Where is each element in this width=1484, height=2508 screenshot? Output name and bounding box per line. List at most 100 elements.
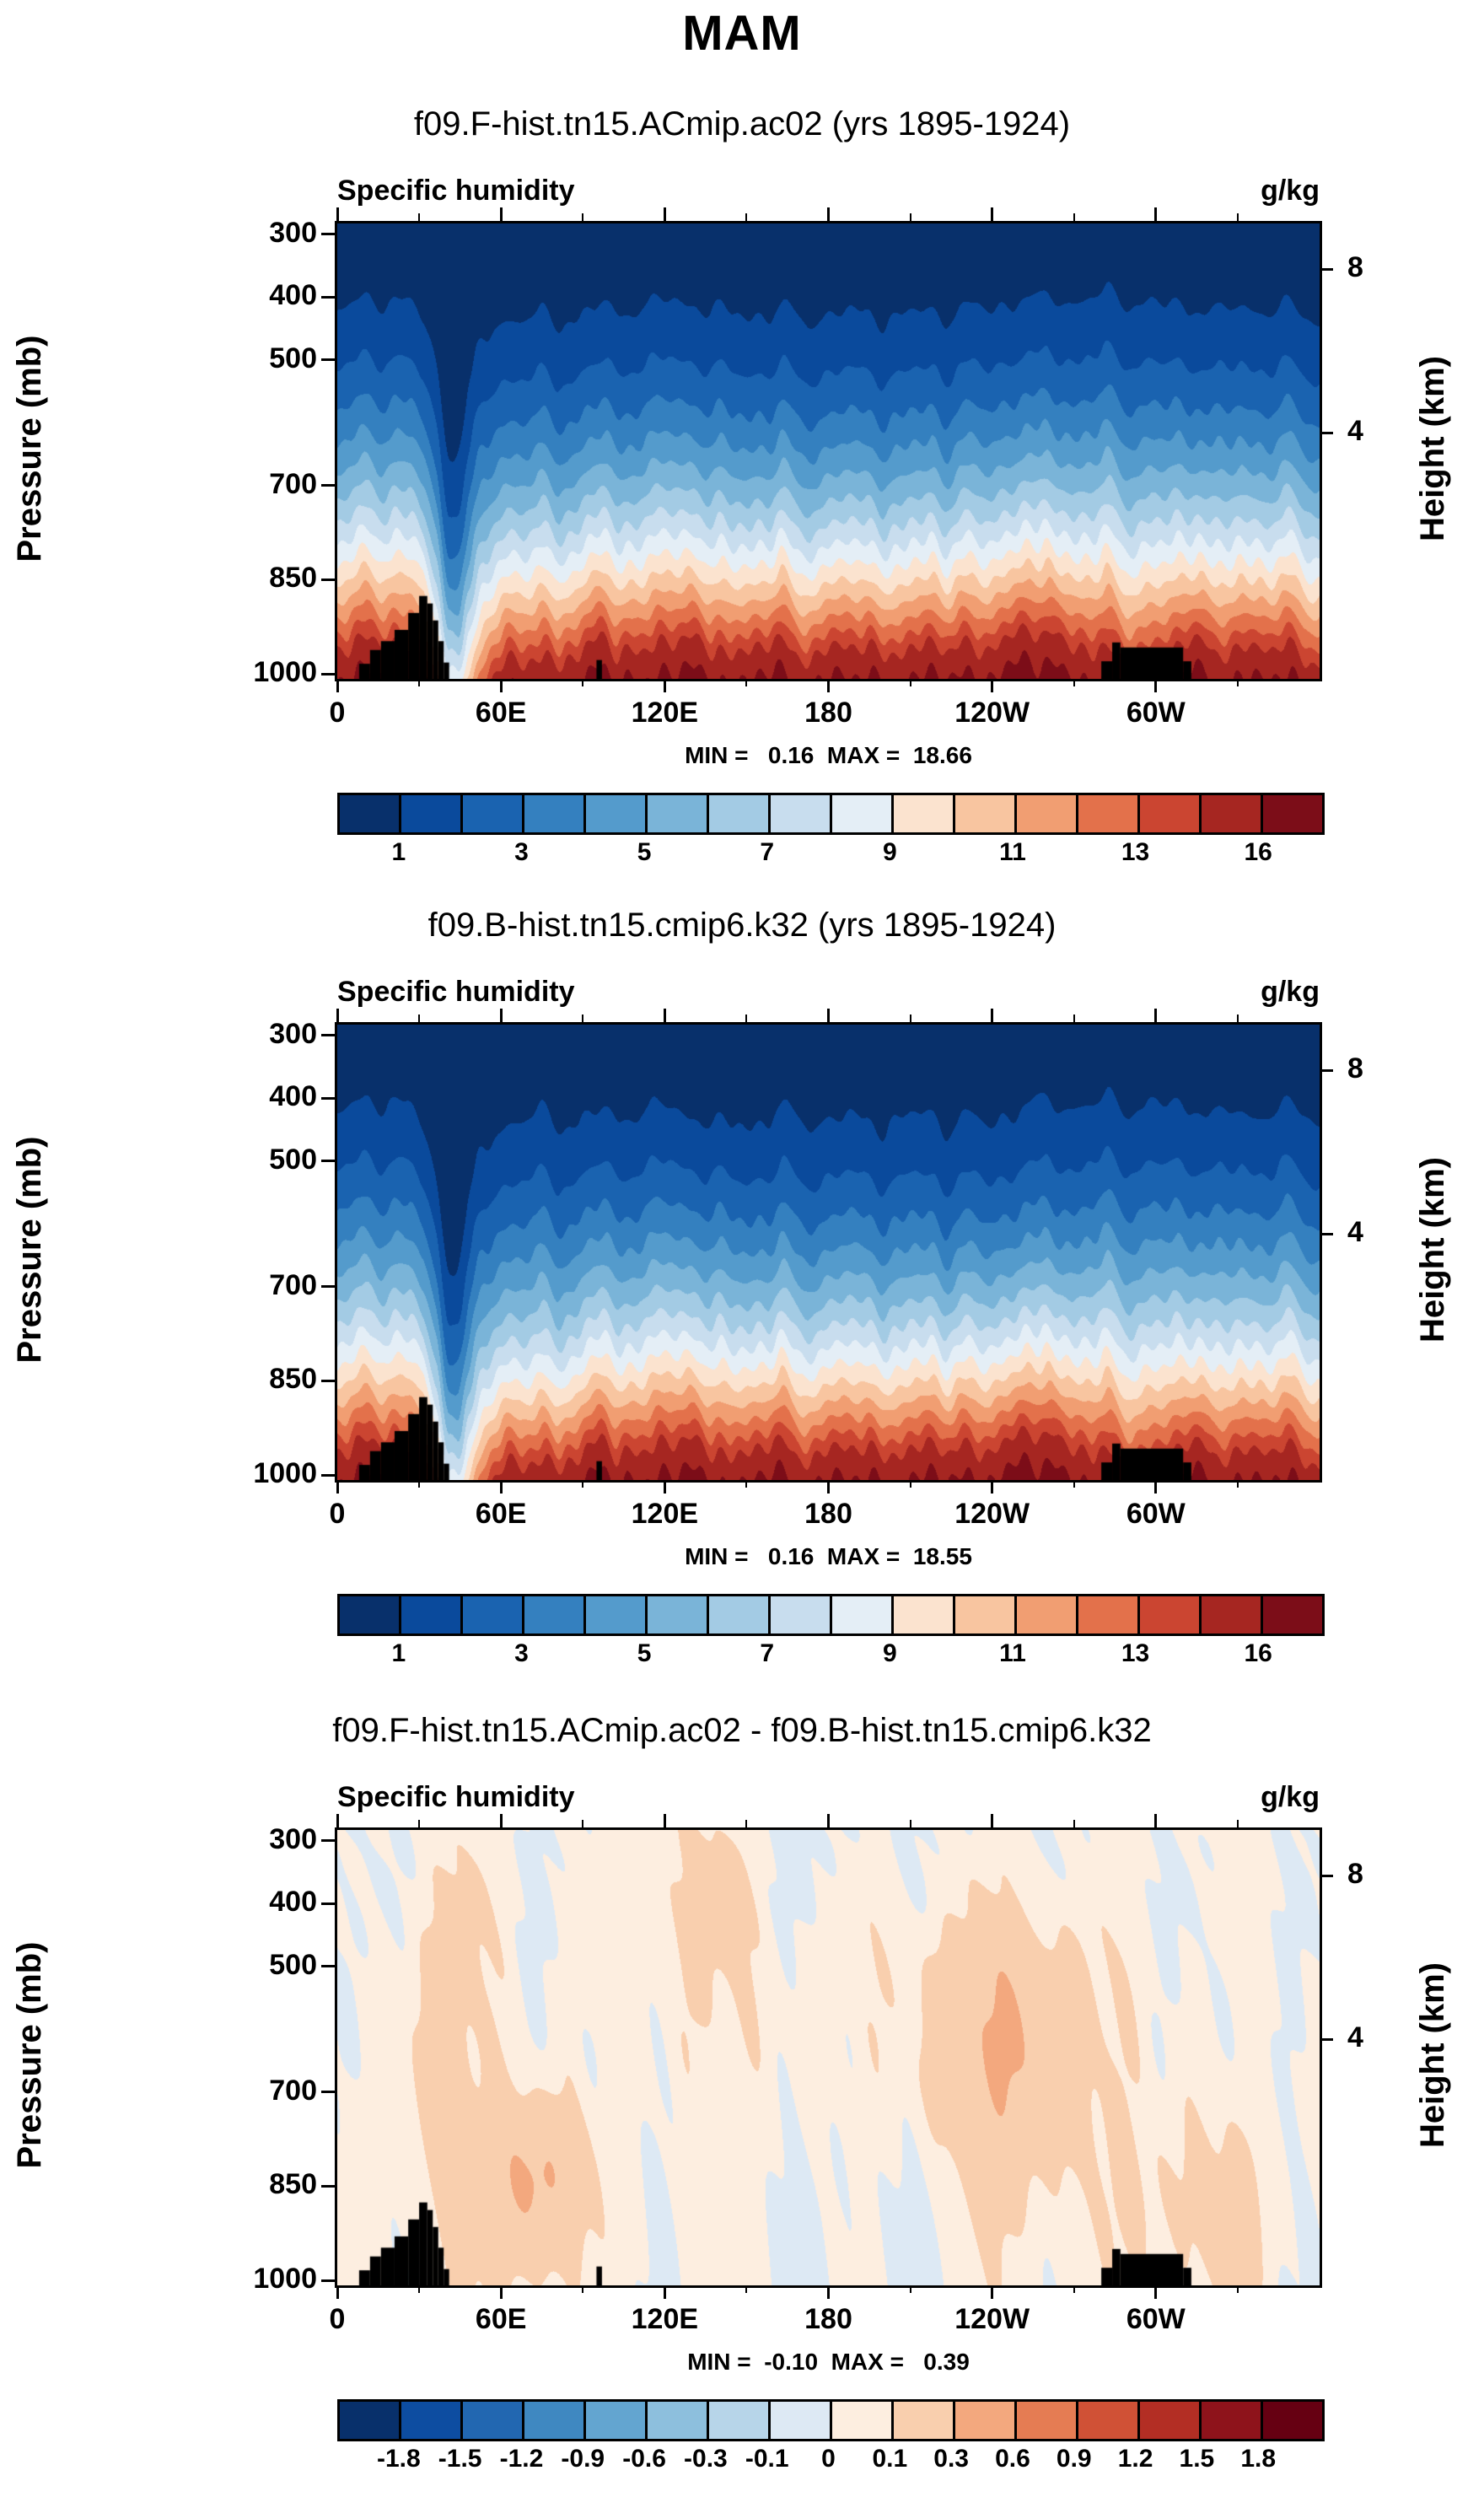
plot-area <box>335 1022 1322 1483</box>
x-tick-minor <box>909 213 911 221</box>
x-tick-label: 120W <box>954 2303 1030 2335</box>
pressure-tick-label: 500 <box>269 1948 317 1981</box>
units-label: g/kg <box>1261 175 1320 207</box>
colorbar-tick-label: 0.3 <box>933 2445 969 2473</box>
pressure-tick <box>321 2091 335 2094</box>
x-tick-major <box>1154 207 1158 221</box>
x-tick-major <box>499 1009 503 1022</box>
x-tick-label: 60W <box>1126 2303 1186 2335</box>
colorbar-tick-label: 11 <box>999 838 1026 866</box>
figure-title: MAM <box>682 6 802 61</box>
x-tick-label: 60E <box>475 1498 527 1530</box>
x-tick-minor <box>1073 213 1075 221</box>
x-tick-minor <box>418 1820 421 1827</box>
height-tick <box>1320 2037 1333 2041</box>
x-tick-major <box>1154 1009 1158 1022</box>
x-tick-minor <box>582 1015 584 1022</box>
height-tick-label: 8 <box>1347 1052 1363 1085</box>
minmax-label: MIN = -0.10 MAX = 0.39 <box>687 2349 970 2375</box>
x-tick-major <box>336 1814 339 1827</box>
x-tick-minor <box>1236 213 1239 221</box>
x-tick-major <box>1154 2285 1158 2299</box>
x-tick-minor <box>582 2285 584 2293</box>
x-tick-major <box>827 1480 830 1493</box>
colorbar-tick-label: 5 <box>637 1639 652 1667</box>
pressure-tick-label: 700 <box>269 467 317 500</box>
x-tick-major <box>1154 679 1158 692</box>
height-tick <box>1320 1232 1333 1235</box>
x-tick-major <box>663 1814 666 1827</box>
colorbar-box <box>1014 1596 1076 1633</box>
colorbar-tick-label: 16 <box>1244 1639 1272 1667</box>
x-tick-minor <box>1073 679 1075 686</box>
colorbar-tick-label: 3 <box>514 1639 529 1667</box>
colorbar-box <box>460 2402 522 2439</box>
colorbar-box <box>891 795 953 832</box>
x-tick-minor <box>418 679 421 686</box>
colorbar-tick-label: 16 <box>1244 838 1272 866</box>
x-tick-major <box>1154 1480 1158 1493</box>
minmax-label: MIN = 0.16 MAX = 18.66 <box>685 742 972 768</box>
x-tick-label: 120E <box>631 2303 699 2335</box>
colorbar-box <box>707 2402 768 2439</box>
colorbar-box <box>1199 2402 1261 2439</box>
pressure-tick <box>321 233 335 236</box>
x-tick-major <box>991 207 994 221</box>
x-tick-minor <box>909 679 911 686</box>
x-tick-minor <box>582 213 584 221</box>
colorbar-box <box>830 795 891 832</box>
pressure-tick-label: 1000 <box>253 1457 317 1490</box>
x-tick-minor <box>745 213 748 221</box>
colorbar <box>337 793 1325 835</box>
x-tick-minor <box>909 1820 911 1827</box>
x-tick-minor <box>745 679 748 686</box>
x-tick-minor <box>1236 1480 1239 1488</box>
colorbar-box <box>1199 795 1261 832</box>
x-tick-label: 180 <box>804 697 852 729</box>
x-tick-label: 0 <box>329 1498 346 1530</box>
colorbar-box <box>1137 795 1199 832</box>
colorbar-box <box>1137 2402 1199 2439</box>
height-tick <box>1320 267 1333 271</box>
pressure-tick-label: 700 <box>269 2074 317 2107</box>
pressure-tick-label: 1000 <box>253 2263 317 2295</box>
colorbar <box>337 1594 1325 1636</box>
x-tick-major <box>991 1480 994 1493</box>
x-tick-minor <box>418 213 421 221</box>
x-tick-minor <box>418 2285 421 2293</box>
pressure-tick <box>321 358 335 362</box>
x-tick-label: 120E <box>631 1498 699 1530</box>
colorbar-box <box>1261 1596 1322 1633</box>
x-tick-major <box>499 2285 503 2299</box>
pressure-tick-label: 400 <box>269 1886 317 1919</box>
colorbar-tick-label: 13 <box>1121 1639 1150 1667</box>
colorbar-tick-label: 9 <box>882 1639 897 1667</box>
colorbar-tick-label: 3 <box>514 838 529 866</box>
colorbar-box <box>522 1596 583 1633</box>
height-axis-title: Height (km) <box>1414 1157 1451 1343</box>
x-tick-minor <box>909 2285 911 2293</box>
pressure-tick <box>321 1285 335 1289</box>
x-tick-major <box>663 1009 666 1022</box>
colorbar-box <box>340 1596 399 1633</box>
x-tick-minor <box>1073 1015 1075 1022</box>
colorbar-box <box>1137 1596 1199 1633</box>
x-tick-minor <box>909 1480 911 1488</box>
colorbar-tick-label: -0.9 <box>561 2445 605 2473</box>
panel-title: f09.F-hist.tn15.ACmip.ac02 - f09.B-hist.… <box>332 1712 1152 1749</box>
colorbar-tick-label: 5 <box>637 838 652 866</box>
colorbar-tick-label: -0.3 <box>684 2445 728 2473</box>
colorbar-box <box>768 2402 830 2439</box>
height-tick <box>1320 1874 1333 1877</box>
x-tick-minor <box>582 1820 584 1827</box>
colorbar-tick-label: 1.8 <box>1240 2445 1277 2473</box>
pressure-tick-label: 300 <box>269 1017 317 1050</box>
panel-title: f09.F-hist.tn15.ACmip.ac02 (yrs 1895-192… <box>413 105 1071 143</box>
x-tick-label: 60E <box>475 2303 527 2335</box>
pressure-tick <box>321 1902 335 1905</box>
x-tick-major <box>499 1480 503 1493</box>
x-tick-minor <box>582 1480 584 1488</box>
x-tick-label: 60W <box>1126 697 1186 729</box>
colorbar-box <box>1261 795 1322 832</box>
